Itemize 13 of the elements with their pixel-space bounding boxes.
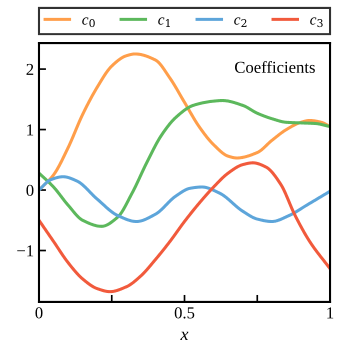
y-tick-label: 2 [26, 64, 34, 75]
legend-label: c$_{3}$ [310, 17, 323, 28]
x-tick-label: 0.5 [174, 307, 194, 319]
x-tick-label: 1 [327, 307, 334, 318]
legend-label: c$_{1}$ [158, 17, 170, 27]
legend-label: c$_{2}$ [234, 17, 246, 27]
annotation: Coefficients [235, 61, 315, 73]
x-axis-title: x [180, 332, 188, 340]
y-tick-label: −1 [17, 245, 34, 256]
y-tick-label: 0 [26, 184, 34, 196]
legend-label: c$_{0}$ [82, 17, 95, 28]
y-tick-label: 1 [27, 124, 34, 136]
x-tick-label: 0 [35, 307, 43, 319]
